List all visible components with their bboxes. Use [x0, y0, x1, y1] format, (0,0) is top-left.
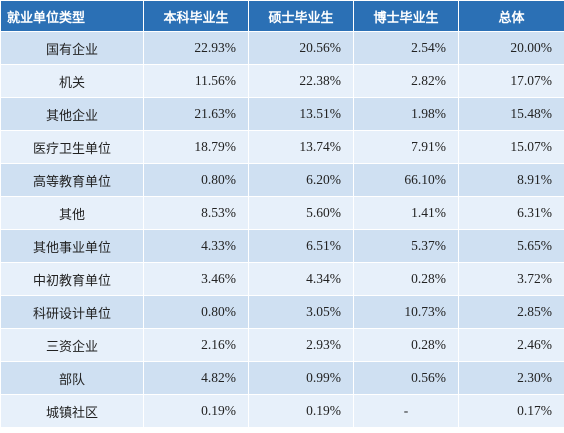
cell-doctor: 7.91%	[353, 130, 459, 164]
cell-overall: 6.31%	[458, 196, 564, 230]
cell-doctor: 66.10%	[353, 163, 459, 197]
cell-bachelor: 18.79%	[143, 130, 249, 164]
cell-master: 4.34%	[248, 262, 354, 296]
cell-unit-type: 其他	[0, 196, 144, 230]
cell-bachelor: 3.46%	[143, 262, 249, 296]
table-row: 国有企业 22.93% 20.56% 2.54% 20.00%	[0, 31, 564, 65]
cell-overall: 15.07%	[458, 130, 564, 164]
table-row: 其他事业单位 4.33% 6.51% 5.37% 5.65%	[0, 229, 564, 263]
cell-overall: 15.48%	[458, 97, 564, 131]
cell-unit-type: 其他事业单位	[0, 229, 144, 263]
cell-master: 0.19%	[248, 394, 354, 428]
table-row: 机关 11.56% 22.38% 2.82% 17.07%	[0, 64, 564, 98]
cell-doctor: 0.28%	[353, 262, 459, 296]
cell-unit-type: 城镇社区	[0, 394, 144, 428]
header-row: 就业单位类型 本科毕业生 硕士毕业生 博士毕业生 总体	[0, 0, 564, 32]
cell-bachelor: 4.33%	[143, 229, 249, 263]
cell-master: 5.60%	[248, 196, 354, 230]
cell-doctor: 2.54%	[353, 31, 459, 65]
header-doctor: 博士毕业生	[353, 0, 459, 32]
cell-master: 20.56%	[248, 31, 354, 65]
cell-doctor: 10.73%	[353, 295, 459, 329]
cell-overall: 2.85%	[458, 295, 564, 329]
table-header: 就业单位类型 本科毕业生 硕士毕业生 博士毕业生 总体	[0, 0, 564, 32]
table-row: 科研设计单位 0.80% 3.05% 10.73% 2.85%	[0, 295, 564, 329]
cell-bachelor: 2.16%	[143, 328, 249, 362]
cell-master: 13.74%	[248, 130, 354, 164]
cell-bachelor: 0.80%	[143, 295, 249, 329]
cell-overall: 20.00%	[458, 31, 564, 65]
cell-doctor: 1.98%	[353, 97, 459, 131]
header-overall: 总体	[458, 0, 564, 32]
cell-unit-type: 机关	[0, 64, 144, 98]
cell-master: 6.20%	[248, 163, 354, 197]
cell-master: 0.99%	[248, 361, 354, 395]
cell-unit-type: 中初教育单位	[0, 262, 144, 296]
cell-bachelor: 22.93%	[143, 31, 249, 65]
cell-bachelor: 8.53%	[143, 196, 249, 230]
cell-doctor: 0.28%	[353, 328, 459, 362]
cell-master: 22.38%	[248, 64, 354, 98]
table-row: 部队 4.82% 0.99% 0.56% 2.30%	[0, 361, 564, 395]
cell-unit-type: 高等教育单位	[0, 163, 144, 197]
cell-doctor: 2.82%	[353, 64, 459, 98]
cell-overall: 0.17%	[458, 394, 564, 428]
cell-unit-type: 科研设计单位	[0, 295, 144, 329]
table-row: 高等教育单位 0.80% 6.20% 66.10% 8.91%	[0, 163, 564, 197]
cell-doctor: 0.56%	[353, 361, 459, 395]
cell-master: 6.51%	[248, 229, 354, 263]
table-body: 国有企业 22.93% 20.56% 2.54% 20.00% 机关 11.56…	[0, 31, 564, 428]
cell-doctor: -	[353, 394, 459, 428]
cell-overall: 2.30%	[458, 361, 564, 395]
cell-overall: 5.65%	[458, 229, 564, 263]
cell-overall: 8.91%	[458, 163, 564, 197]
header-master: 硕士毕业生	[248, 0, 354, 32]
table-row: 其他 8.53% 5.60% 1.41% 6.31%	[0, 196, 564, 230]
table-row: 医疗卫生单位 18.79% 13.74% 7.91% 15.07%	[0, 130, 564, 164]
cell-bachelor: 21.63%	[143, 97, 249, 131]
cell-unit-type: 其他企业	[0, 97, 144, 131]
cell-bachelor: 4.82%	[143, 361, 249, 395]
cell-master: 13.51%	[248, 97, 354, 131]
cell-unit-type: 医疗卫生单位	[0, 130, 144, 164]
cell-doctor: 5.37%	[353, 229, 459, 263]
cell-bachelor: 0.19%	[143, 394, 249, 428]
cell-doctor: 1.41%	[353, 196, 459, 230]
table-row: 其他企业 21.63% 13.51% 1.98% 15.48%	[0, 97, 564, 131]
table-row: 城镇社区 0.19% 0.19% - 0.17%	[0, 394, 564, 428]
header-unit-type: 就业单位类型	[0, 0, 144, 32]
cell-unit-type: 国有企业	[0, 31, 144, 65]
cell-overall: 3.72%	[458, 262, 564, 296]
cell-overall: 17.07%	[458, 64, 564, 98]
cell-master: 2.93%	[248, 328, 354, 362]
table-row: 三资企业 2.16% 2.93% 0.28% 2.46%	[0, 328, 564, 362]
cell-bachelor: 11.56%	[143, 64, 249, 98]
cell-unit-type: 部队	[0, 361, 144, 395]
header-bachelor: 本科毕业生	[143, 0, 249, 32]
cell-unit-type: 三资企业	[0, 328, 144, 362]
cell-bachelor: 0.80%	[143, 163, 249, 197]
cell-overall: 2.46%	[458, 328, 564, 362]
cell-master: 3.05%	[248, 295, 354, 329]
table-row: 中初教育单位 3.46% 4.34% 0.28% 3.72%	[0, 262, 564, 296]
